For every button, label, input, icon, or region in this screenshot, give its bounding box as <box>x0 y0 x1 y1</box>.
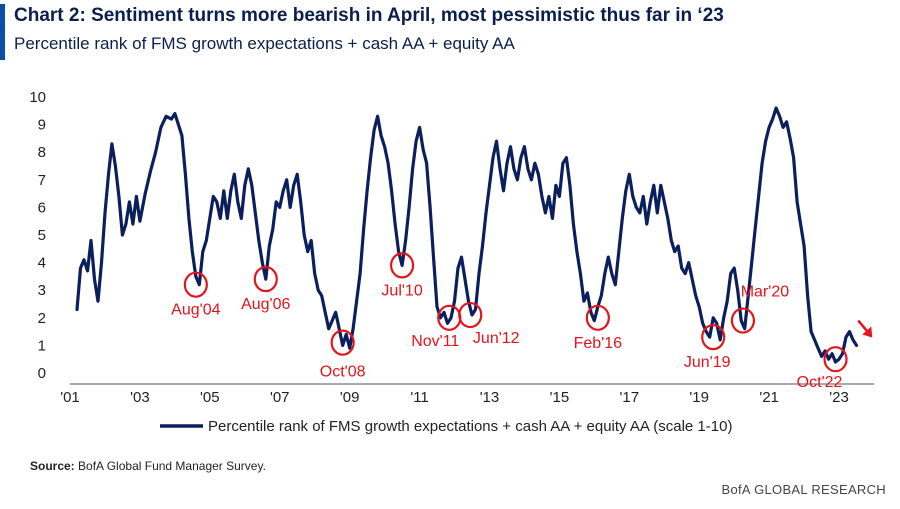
annotation-label: Jul'10 <box>381 282 422 299</box>
x-tick-label: '13 <box>480 389 500 406</box>
x-tick-label: '03 <box>130 389 150 406</box>
y-tick-label: 4 <box>38 255 46 272</box>
annotation-label: Jun'12 <box>473 330 520 347</box>
annotation-label: Nov'11 <box>411 333 459 350</box>
x-tick-label: '09 <box>340 389 360 406</box>
annotation-label: Mar'20 <box>741 284 790 301</box>
x-tick-label: '19 <box>689 389 709 406</box>
annotation-circle <box>823 346 848 373</box>
annotation-circle <box>389 252 415 279</box>
x-tick-label: '05 <box>200 389 220 406</box>
annotation-circle <box>458 301 483 329</box>
annotation-circle <box>730 307 756 334</box>
x-tick-label: '23 <box>829 389 849 406</box>
y-tick-label: 3 <box>38 282 46 299</box>
y-tick-label: 8 <box>38 144 46 161</box>
annotation-circle <box>701 324 726 351</box>
accent-bar <box>0 4 5 60</box>
source-note: Source: BofA Global Fund Manager Survey. <box>30 459 266 473</box>
y-tick-label: 7 <box>38 172 46 189</box>
annotation-label: Oct'08 <box>320 364 366 381</box>
x-tick-label: '15 <box>550 389 570 406</box>
footer-brand: BofA GLOBAL RESEARCH <box>721 482 886 497</box>
annotation-circle <box>183 271 208 298</box>
chart-subtitle: Percentile rank of FMS growth expectatio… <box>14 34 515 53</box>
source-text: BofA Global Fund Manager Survey. <box>78 459 266 473</box>
y-tick-label: 1 <box>38 337 46 354</box>
y-tick-label: 10 <box>29 89 46 106</box>
annotation-circle <box>330 329 355 356</box>
annotation-label: Feb'16 <box>574 335 623 352</box>
annotation-label: Oct'22 <box>797 374 843 391</box>
x-tick-label: '17 <box>620 389 640 406</box>
y-tick-label: 0 <box>38 365 46 382</box>
y-tick-label: 9 <box>38 117 46 134</box>
y-tick-label: 2 <box>38 310 46 327</box>
source-label: Source: <box>30 459 75 473</box>
annotation-label: Aug'06 <box>241 296 290 313</box>
annotation-label: Jun'19 <box>684 354 731 371</box>
trend-arrow-shaft <box>857 319 870 334</box>
x-tick-label: '07 <box>270 389 290 406</box>
series-line <box>75 106 859 364</box>
trend-arrow-head <box>862 326 873 338</box>
x-tick-label: '01 <box>60 389 80 406</box>
x-tick-label: '11 <box>410 389 428 406</box>
annotation-label: Aug'04 <box>171 302 220 319</box>
y-tick-label: 5 <box>38 227 46 244</box>
legend-label: Percentile rank of FMS growth expectatio… <box>208 418 732 435</box>
annotation-circle <box>585 304 610 331</box>
chart-title: Chart 2: Sentiment turns more bearish in… <box>14 5 724 26</box>
annotation-circle <box>253 266 278 293</box>
x-tick-label: '21 <box>759 389 779 406</box>
y-tick-label: 6 <box>38 199 46 216</box>
